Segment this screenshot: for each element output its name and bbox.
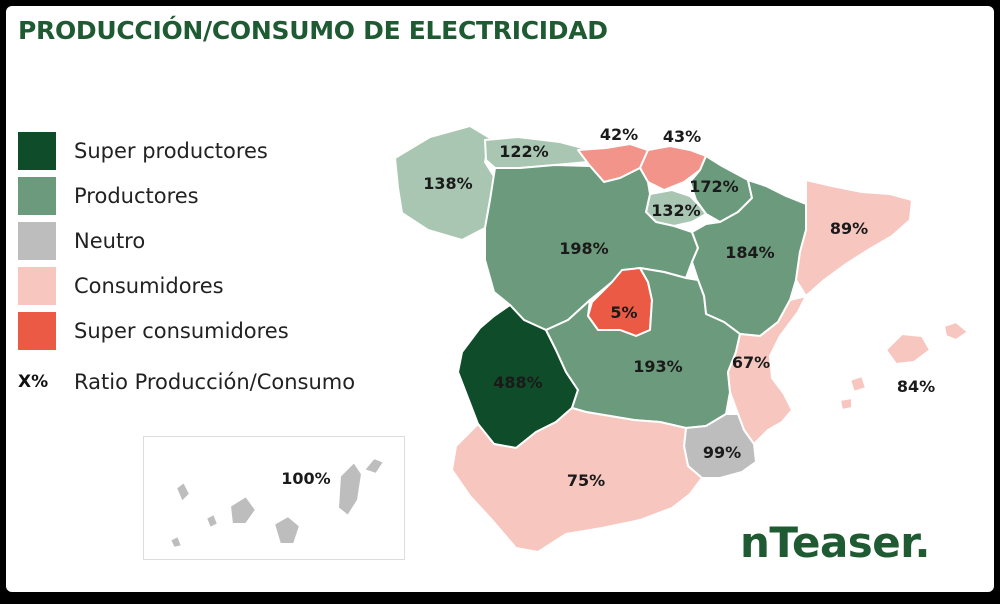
region-asturias (484, 136, 591, 169)
region-cataluna (795, 179, 913, 297)
legend-item-consumidores: Consumidores (18, 263, 289, 308)
page-title: PRODUCCIÓN/CONSUMO DE ELECTRICIDAD (18, 16, 608, 45)
legend-ratio-row: X% Ratio Producción/Consumo (18, 370, 355, 394)
label-murcia: 99% (703, 443, 741, 462)
label-valencia: 67% (732, 353, 770, 372)
label-cantabria: 42% (600, 125, 638, 144)
brand-logo: nTeaser. (740, 518, 930, 567)
region-baleares (839, 321, 969, 411)
legend-item-neutro: Neutro (18, 218, 289, 263)
legend-label: Super productores (74, 138, 268, 163)
legend-label: Consumidores (74, 273, 224, 298)
legend-swatch (18, 311, 56, 350)
label-la-rioja: 132% (651, 201, 700, 220)
canary-islands-inset (143, 436, 405, 560)
region-valencia (727, 295, 807, 445)
label-canarias: 100% (281, 469, 330, 488)
legend-swatch (18, 131, 56, 170)
label-baleares: 84% (897, 377, 935, 396)
label-extremadura: 488% (493, 373, 542, 392)
legend-swatch (18, 221, 56, 260)
label-cataluna: 89% (830, 219, 868, 238)
label-castilla-la-mancha: 193% (633, 357, 682, 376)
legend-label: Productores (74, 183, 199, 208)
label-galicia: 138% (423, 174, 472, 193)
legend-item-productores: Productores (18, 173, 289, 218)
legend-label: Neutro (74, 228, 146, 253)
legend-label: Super consumidores (74, 318, 289, 343)
ratio-label: Ratio Producción/Consumo (74, 370, 356, 394)
region-canarias (169, 457, 385, 549)
label-castilla-leon: 198% (559, 239, 608, 258)
label-asturias: 122% (499, 142, 548, 161)
label-andalucia: 75% (567, 471, 605, 490)
legend-swatch (18, 176, 56, 215)
label-navarra: 172% (689, 177, 738, 196)
legend-swatch (18, 266, 56, 305)
label-madrid: 5% (610, 303, 637, 322)
legend-item-super-consumidores: Super consumidores (18, 308, 289, 353)
label-pais-vasco: 43% (663, 127, 701, 146)
region-labels: 138% 122% 42% 43% 172% 132% 184% 89% 198… (281, 125, 935, 490)
region-andalucia (451, 407, 703, 553)
legend: Super productores Productores Neutro Con… (18, 128, 289, 353)
ratio-symbol: X% (18, 372, 49, 392)
legend-item-super-productores: Super productores (18, 128, 289, 173)
label-aragon: 184% (725, 243, 774, 262)
